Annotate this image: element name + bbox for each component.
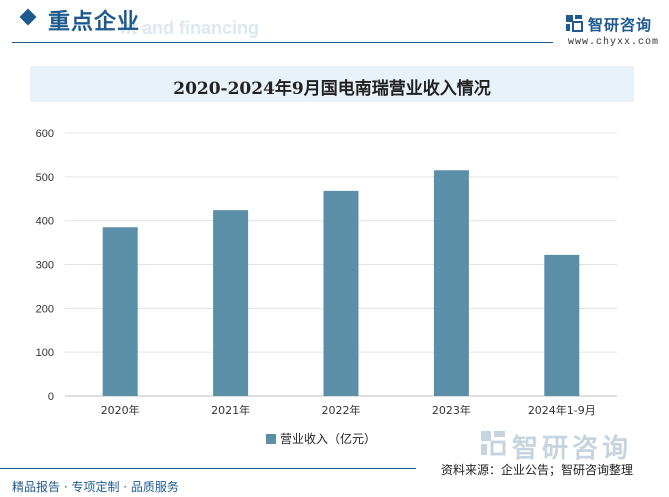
legend-swatch [266, 433, 276, 444]
chart-legend: 营业收入（亿元） [266, 430, 376, 447]
footer-divider [0, 468, 416, 469]
x-tick-label: 2023年 [432, 403, 471, 417]
footer-source: 资料来源：企业公告；智研咨询整理 [441, 463, 634, 477]
bar [323, 190, 359, 396]
x-tick-label: 2021年 [211, 403, 250, 417]
header-divider [12, 42, 553, 43]
footer-tagline: 精品报告 · 专项定制 · 品质服务 [12, 480, 179, 494]
chart-title: 2020-2024年9月国电南瑞营业收入情况 [173, 79, 491, 99]
y-tick-label: 200 [36, 303, 54, 315]
y-tick-label: 400 [36, 216, 54, 228]
y-tick-label: 0 [48, 391, 54, 403]
bar [102, 227, 138, 396]
y-tick-label: 600 [36, 128, 54, 140]
y-tick-label: 300 [36, 260, 54, 272]
brand-logo-icon [566, 15, 583, 32]
chart-title-band: 2020-2024年9月国电南瑞营业收入情况 [30, 66, 634, 102]
header-ghost-text: nt and financing [120, 18, 259, 38]
brand-url: www.chyxx.com [568, 37, 660, 48]
x-tick-label: 2020年 [101, 403, 140, 417]
bar [433, 170, 469, 396]
legend-label: 营业收入（亿元） [280, 432, 377, 446]
section-title: 重点企业 [48, 9, 141, 35]
bar [544, 254, 580, 396]
watermark-text: 智研咨询 [512, 434, 633, 464]
y-tick-label: 100 [36, 347, 54, 359]
x-tick-label: 2022年 [322, 403, 361, 417]
y-tick-label: 500 [36, 172, 54, 184]
bar [213, 210, 249, 396]
brand-name: 智研咨询 [588, 16, 653, 34]
x-tick-label: 2024年1-9月 [528, 403, 596, 417]
watermark-logo-icon [481, 431, 506, 456]
